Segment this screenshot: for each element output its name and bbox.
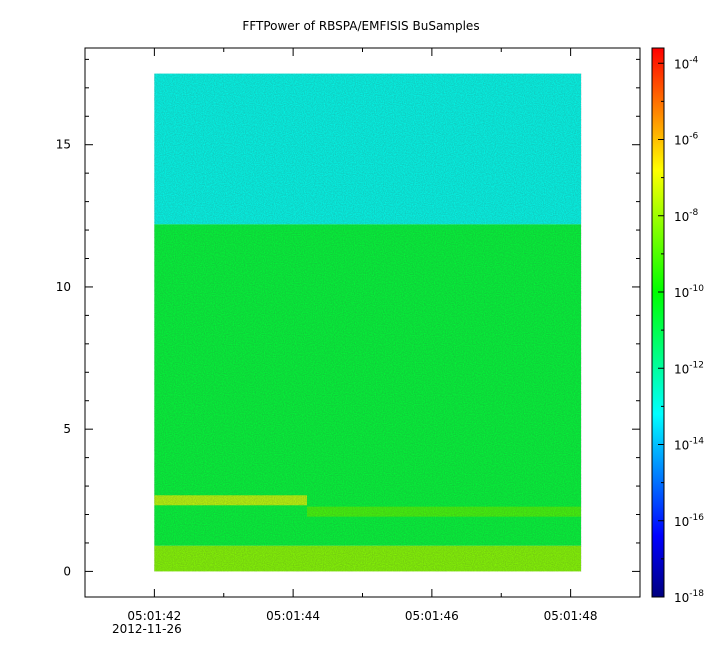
y-tick-label: 0 xyxy=(63,564,71,578)
colorbar-tick-label: 10-12 xyxy=(674,360,704,376)
colorbar-tick-label: 10-6 xyxy=(674,132,699,148)
x-date-label: 2012-11-26 xyxy=(112,622,182,636)
x-tick-label: 05:01:48 xyxy=(544,609,598,623)
x-tick-label: 05:01:42 xyxy=(127,609,181,623)
heatmap-texture xyxy=(154,73,582,572)
x-axis: 05:01:42 05:01:44 05:01:46 05:01:48 xyxy=(84,48,641,623)
y-axis: 0 5 10 15 xyxy=(56,58,640,578)
colorbar-tick-label: 10-10 xyxy=(674,284,704,300)
x-tick-label: 05:01:46 xyxy=(405,609,459,623)
x-tick-label: 05:01:44 xyxy=(266,609,320,623)
colorbar-tick-label: 10-8 xyxy=(674,208,699,224)
y-tick-label: 10 xyxy=(56,280,71,294)
colorbar-tick-label: 10-4 xyxy=(674,55,699,71)
chart-title: FFTPower of RBSPA/EMFISIS BuSamples xyxy=(242,19,479,33)
colorbar-axis: 10-18 10-16 10-14 10-12 10-10 10-8 10-6 10-4 xyxy=(658,55,704,605)
colorbar-tick-label: 10-14 xyxy=(674,437,704,453)
colorbar-tick-label: 10-16 xyxy=(674,513,704,529)
y-tick-label: 15 xyxy=(56,138,71,152)
colorbar xyxy=(651,47,665,598)
y-tick-label: 5 xyxy=(63,422,71,436)
colorbar-tick-label: 10-18 xyxy=(674,589,704,605)
heatmap-area xyxy=(154,73,582,572)
